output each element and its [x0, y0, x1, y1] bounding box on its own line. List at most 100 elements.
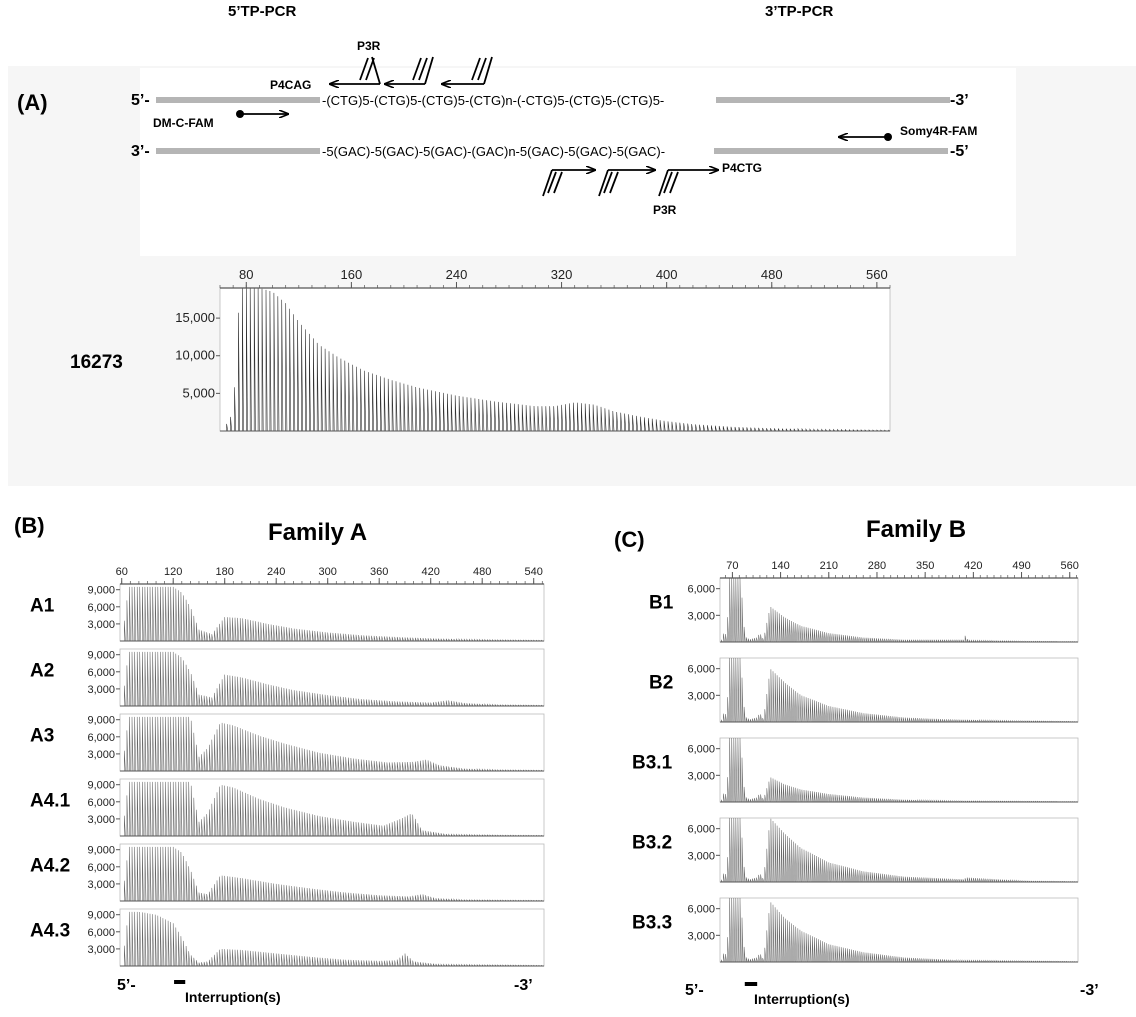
dm-c-fam-label: DM-C-FAM [153, 116, 214, 130]
plot-frame [119, 908, 545, 967]
y-tick-label: 3,000 [87, 684, 115, 696]
bottom-strand-left-flank [156, 148, 320, 154]
family-a-plots: 3,000 6,000 9,000 A1 3,000 6,000 9,000 A2 3,000 6… [30, 566, 545, 967]
top-strand-3-end: -3’ [950, 92, 969, 109]
y-tick-label: 3,000 [87, 814, 115, 826]
chart-a-plot: 5,000 10,000 15,000 80 160 240 320 400 480 560 [175, 267, 891, 432]
family-b-interruption-bar [744, 982, 758, 986]
y-tick-label: 3,000 [87, 749, 115, 761]
y-tick-label: 3,000 [87, 944, 115, 956]
sample-label: A3 [30, 725, 54, 746]
x-tick-label: 160 [341, 267, 363, 282]
y-tick-label: 6,000 [87, 862, 115, 874]
x-tick-label: 480 [473, 566, 491, 578]
top-strand-left-flank [156, 97, 320, 103]
p4cag-primer-arrows [330, 56, 493, 84]
y-tick-label: 6,000 [87, 927, 115, 939]
chart-a-sample-label: 16273 [70, 352, 123, 373]
header-3tp-pcr: 3’TP-PCR [765, 3, 834, 20]
plot-frame [119, 583, 545, 642]
y-tick-label: 9,000 [87, 715, 115, 727]
top-strand-right-flank [716, 97, 950, 103]
sample-label: B3.2 [632, 833, 672, 854]
panel-label-b: (B) [14, 513, 45, 538]
interruption-bar [174, 980, 186, 984]
y-tick-label: 3,000 [687, 850, 715, 862]
x-tick-label: 480 [761, 267, 783, 282]
bottom-strand-5-end: -5’ [950, 143, 969, 160]
sample-label: A4.3 [30, 920, 70, 941]
p3r-bottom-label: P3R [653, 203, 677, 217]
x-tick-label: 320 [551, 267, 573, 282]
y-tick-label: 6,000 [87, 732, 115, 744]
top-strand-5-end: 5’- [131, 92, 150, 109]
dm-c-fam-primer [236, 110, 288, 118]
x-tick-label: 60 [116, 566, 128, 578]
x-tick-label: 560 [866, 267, 888, 282]
x-tick-label: 560 [1061, 560, 1079, 572]
x-tick-label: 80 [239, 267, 253, 282]
y-tick-label: 9,000 [87, 910, 115, 922]
family-a-interruption-bar [174, 980, 186, 984]
plot-a4-3: 3,000 6,000 9,000 A4.3 [30, 908, 545, 967]
y-tick-label: 3,000 [687, 610, 715, 622]
y-tick-label: 9,000 [87, 650, 115, 662]
family-a-title: Family A [268, 519, 367, 546]
y-tick-label: 10,000 [175, 348, 215, 363]
x-tick-label: 400 [656, 267, 678, 282]
plot-a4-2: 3,000 6,000 9,000 A4.2 [30, 843, 545, 902]
chart-family-a: (B) Family A 3,000 6,000 9,000 A1 3,000 6,000… [14, 513, 545, 1005]
family-a-5-end: 5’- [117, 977, 136, 994]
x-tick-label: 540 [525, 566, 543, 578]
p4cag-label: P4CAG [270, 78, 311, 92]
x-tick-label: 120 [164, 566, 182, 578]
x-tick-label: 210 [820, 560, 838, 572]
y-tick-label: 9,000 [87, 845, 115, 857]
y-tick-label: 3,000 [87, 619, 115, 631]
y-tick-label: 9,000 [87, 780, 115, 792]
sample-label: B1 [649, 593, 674, 614]
y-tick-label: 9,000 [87, 585, 115, 597]
y-tick-label: 6,000 [687, 904, 715, 916]
y-tick-label: 3,000 [87, 879, 115, 891]
x-tick-label: 420 [964, 560, 982, 572]
plot-frame [119, 843, 545, 902]
y-tick-label: 15,000 [175, 310, 215, 325]
plot-a2: 3,000 6,000 9,000 A2 [30, 648, 545, 707]
somy4r-fam-primer [839, 133, 892, 141]
header-5tp-pcr: 5’TP-PCR [228, 3, 297, 20]
interruption-bar [744, 982, 758, 986]
sample-label: B3.1 [632, 753, 673, 774]
x-tick-label: 490 [1012, 560, 1030, 572]
y-tick-label: 6,000 [87, 602, 115, 614]
chart-a: 16273 5,000 10,000 15,000 80 160 240 320 400 480… [70, 267, 891, 432]
p3r-top-label: P3R [357, 39, 381, 53]
x-tick-label: 140 [771, 560, 789, 572]
x-tick-label: 360 [370, 566, 388, 578]
sample-label: B3.3 [632, 913, 672, 934]
y-tick-label: 6,000 [687, 824, 715, 836]
family-b-title: Family B [866, 516, 966, 543]
plot-frame [119, 713, 545, 772]
x-tick-label: 180 [216, 566, 234, 578]
family-a-3-end: -3’ [514, 977, 533, 994]
x-tick-label: 420 [422, 566, 440, 578]
panel-label-a: (A) [17, 90, 48, 115]
family-a-interruption-label: Interruption(s) [185, 989, 281, 1005]
plot-a1: 3,000 6,000 9,000 A1 [30, 583, 545, 642]
y-tick-label: 6,000 [87, 797, 115, 809]
sample-label: B2 [649, 673, 673, 694]
plot-b3-3: 3,000 6,000 B3.3 [632, 897, 1079, 963]
plot-b1: 3,000 6,000 B1 [649, 577, 1079, 643]
x-tick-label: 280 [868, 560, 886, 572]
family-b-3-end: -3’ [1080, 982, 1099, 999]
x-tick-label: 70 [726, 560, 738, 572]
y-tick-label: 3,000 [687, 690, 715, 702]
plot-b2: 3,000 6,000 B2 [649, 657, 1079, 723]
plot-b3-2: 3,000 6,000 B3.2 [632, 817, 1079, 883]
family-b-interruption-label: Interruption(s) [754, 991, 850, 1007]
chart-family-b: (C) Family B 3,0006,000B13,0006,000B23,0… [614, 516, 1099, 1007]
plot-frame [119, 778, 545, 837]
x-tick-label: 300 [319, 566, 337, 578]
